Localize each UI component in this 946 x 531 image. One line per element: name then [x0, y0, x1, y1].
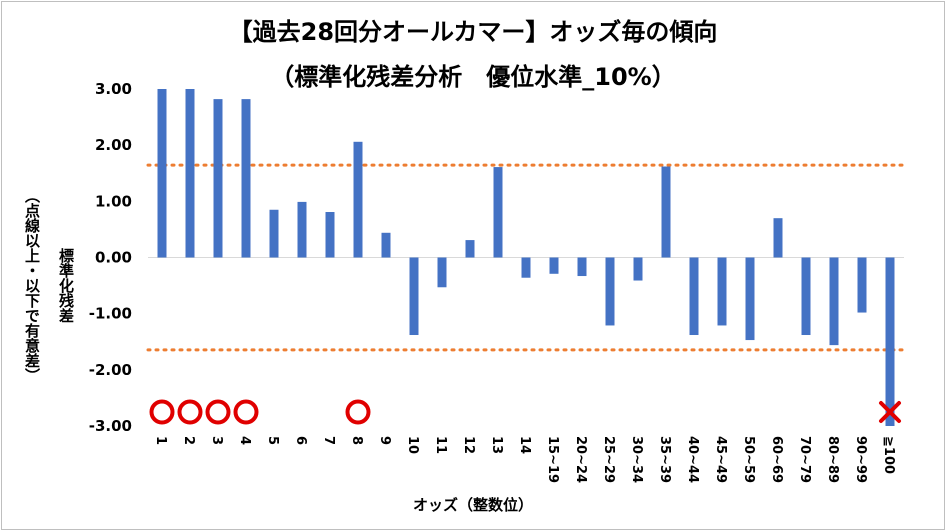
y-tick-label: 3.00: [95, 80, 132, 98]
x-tick-label: 9: [377, 436, 392, 445]
bar: [633, 257, 643, 281]
bar: [577, 257, 587, 277]
bar: [325, 212, 335, 258]
y-tick-label: 1.00: [95, 192, 132, 210]
x-tick-label: ≧100: [881, 436, 896, 474]
bar: [465, 240, 475, 258]
bar: [269, 209, 279, 258]
x-tick-label: 25~29: [601, 436, 616, 483]
y-tick-label: -2.00: [89, 361, 132, 379]
bar: [801, 257, 811, 336]
y-axis-label-line-2: （点線以上・以下で有意差）: [23, 187, 41, 383]
circle-marker: [205, 399, 231, 425]
bar: [549, 257, 559, 274]
bar: [409, 257, 419, 336]
x-tick-label: 11: [433, 436, 448, 454]
x-tick-label: 90~99: [853, 436, 868, 483]
bar: [661, 166, 671, 258]
x-tick-label: 5: [265, 436, 280, 445]
x-tick-label: 4: [237, 436, 252, 445]
bar: [241, 99, 251, 258]
bar: [185, 89, 195, 258]
y-tick-label: -3.00: [89, 417, 132, 435]
cross-marker: [879, 401, 901, 423]
bar: [773, 218, 783, 258]
bar: [885, 257, 895, 426]
x-tick-label: 1: [153, 436, 168, 445]
circle-marker: [233, 399, 259, 425]
bar: [521, 257, 531, 278]
bar: [437, 257, 447, 288]
bar: [213, 99, 223, 258]
bar: [605, 257, 615, 326]
x-tick-label: 30~34: [629, 436, 644, 483]
x-tick-label: 45~49: [713, 436, 728, 483]
bar: [493, 167, 503, 258]
circle-marker: [149, 399, 175, 425]
bar: [157, 89, 167, 258]
x-tick-label: 14: [517, 436, 532, 454]
x-tick-label: 8: [349, 436, 364, 445]
bar: [717, 257, 727, 326]
x-tick-label: 20~24: [573, 436, 588, 483]
y-tick-label: 0.00: [95, 249, 132, 267]
x-tick-label: 70~79: [797, 436, 812, 483]
bar: [381, 232, 391, 258]
x-tick-label: 50~59: [741, 436, 756, 483]
x-tick-label: 60~69: [769, 436, 784, 483]
x-tick-label: 7: [321, 436, 336, 445]
y-axis-label-line-1: 標準化残差: [57, 247, 75, 323]
bar: [297, 201, 307, 258]
x-tick-label: 13: [489, 436, 504, 454]
circle-marker: [345, 399, 371, 425]
x-tick-label: 2: [181, 436, 196, 445]
x-tick-label: 15~19: [545, 436, 560, 483]
bar: [689, 257, 699, 336]
bar: [745, 257, 755, 341]
y-axis-label: （点線以上・以下で有意差） 標準化残差: [8, 160, 90, 410]
circle-marker: [177, 399, 203, 425]
x-tick-label: 35~39: [657, 436, 672, 483]
x-axis-label: オッズ（整数位）: [412, 496, 533, 514]
y-tick-label: 2.00: [95, 136, 132, 154]
bar: [829, 257, 839, 346]
x-tick-label: 3: [209, 436, 224, 445]
chart-title: 【過去28回分オールカマー】オッズ毎の傾向: [228, 18, 718, 46]
chart-subtitle: （標準化残差分析 優位水準_10%）: [270, 63, 676, 91]
x-tick-label: 40~44: [685, 436, 700, 483]
bar: [353, 141, 363, 258]
x-tick-label: 6: [293, 436, 308, 445]
x-tick-label: 80~89: [825, 436, 840, 483]
bar: [857, 257, 867, 313]
y-tick-label: -1.00: [89, 305, 132, 323]
x-tick-label: 10: [405, 436, 420, 454]
x-tick-label: 12: [461, 436, 476, 454]
